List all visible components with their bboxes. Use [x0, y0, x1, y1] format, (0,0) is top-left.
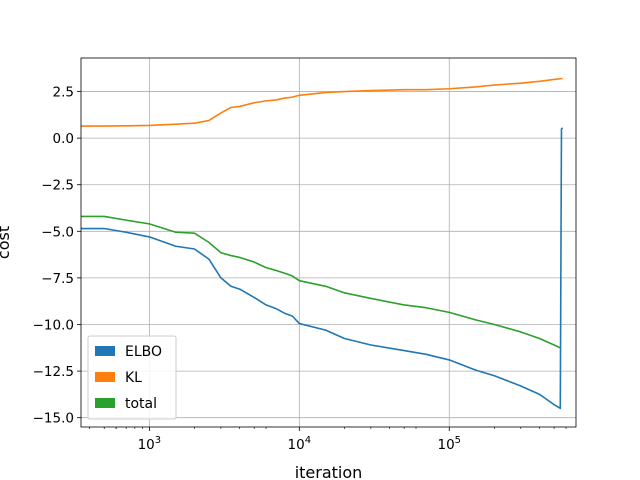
- x-tick-label: 104: [288, 435, 312, 453]
- series-line-total: [81, 215, 561, 349]
- legend: ELBO KL total: [87, 335, 177, 420]
- y-axis: 2.5 0.0 −2.5 −5.0 −7.5 −10.0 −12.5 −15.0: [33, 85, 81, 427]
- x-tick-label: 105: [437, 435, 461, 453]
- y-tick-label: −12.5: [33, 364, 74, 380]
- y-tick-label: −15.0: [33, 411, 74, 427]
- legend-swatch-total: [95, 398, 115, 408]
- series-line-elbo: [81, 127, 564, 410]
- x-axis: 103 104 105: [89, 427, 567, 453]
- x-axis-label: iteration: [295, 463, 363, 480]
- series-line-kl: [81, 77, 563, 127]
- legend-swatch-elbo: [95, 346, 115, 356]
- y-tick-label: −7.5: [41, 271, 74, 287]
- y-tick-label: −2.5: [41, 178, 74, 194]
- legend-swatch-kl: [95, 372, 115, 382]
- plot-frame: [80, 57, 577, 428]
- x-tick-label: 103: [138, 435, 162, 453]
- y-tick-label: 0.0: [53, 131, 74, 147]
- series-layer: [81, 77, 564, 410]
- y-tick-label: −5.0: [41, 224, 74, 240]
- y-tick-label: 2.5: [53, 85, 74, 101]
- y-axis-label: cost: [0, 226, 13, 259]
- y-tick-label: −10.0: [33, 318, 74, 334]
- legend-label-total: total: [125, 396, 157, 412]
- legend-label-kl: KL: [125, 370, 142, 386]
- legend-label-elbo: ELBO: [125, 344, 162, 360]
